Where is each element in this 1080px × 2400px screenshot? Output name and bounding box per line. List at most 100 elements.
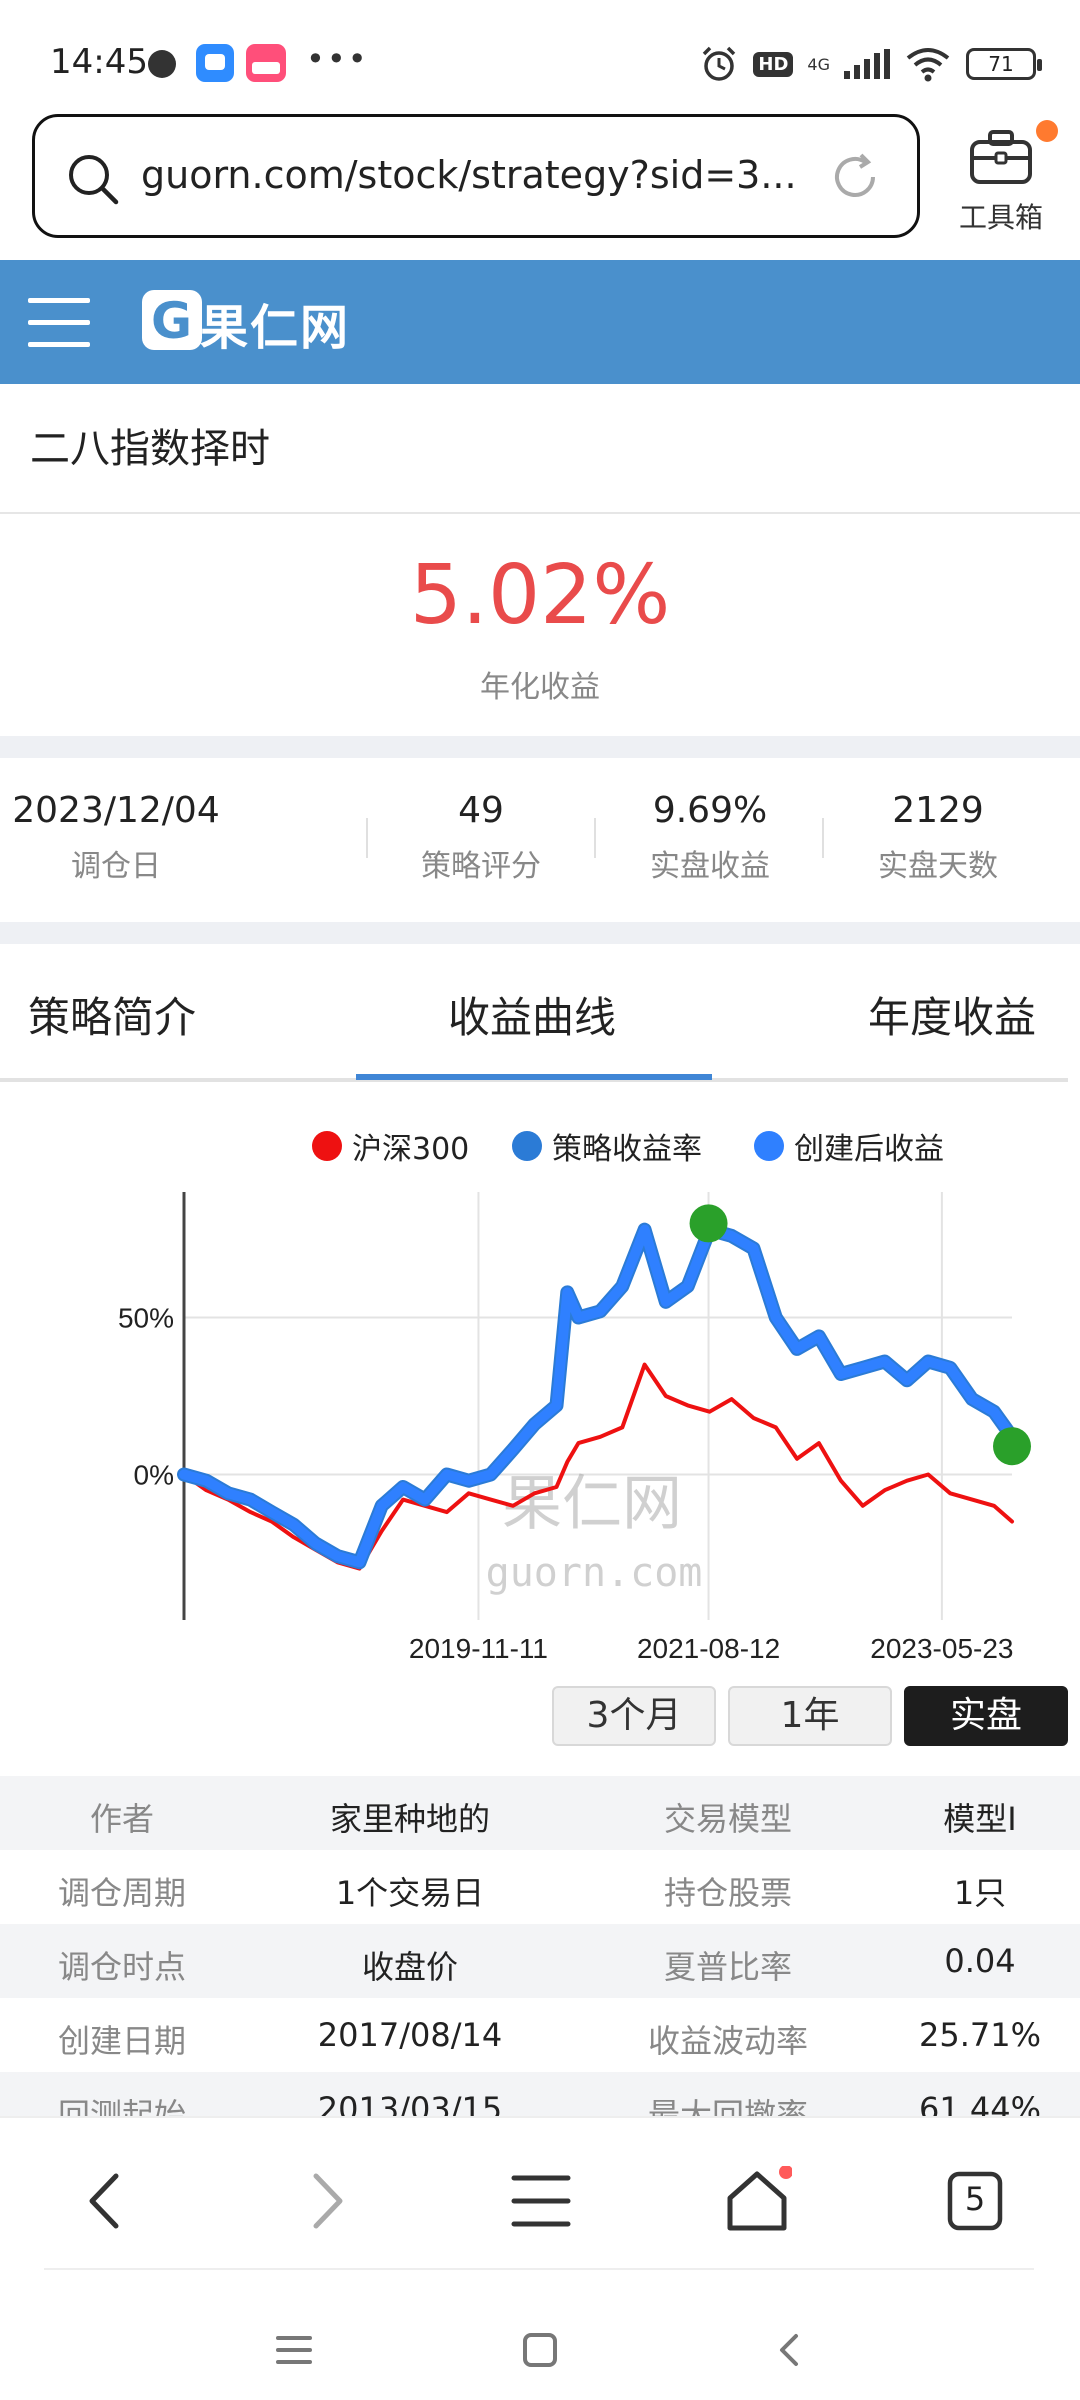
range-3-months-button[interactable]: 3个月	[552, 1686, 716, 1746]
tabs-count: 5	[964, 2180, 986, 2218]
signal-icon	[844, 49, 890, 79]
strategy-stats: 2023/12/04 调仓日 49 策略评分 9.69% 实盘收益 2129 实…	[0, 760, 1080, 890]
site-header: 果仁网	[0, 260, 1080, 384]
table-row: 作者 家里种地的 交易模型 模型I	[0, 1776, 1080, 1850]
stat-value: 2129	[892, 790, 984, 831]
table-row: 调仓周期 1个交易日 持仓股票 1只	[0, 1850, 1080, 1924]
browser-bottom-nav: 5	[0, 2116, 1080, 2276]
stat-separator	[366, 818, 368, 858]
hd-badge: HD	[753, 51, 794, 77]
table-row: 创建日期 2017/08/14 收益波动率 25.71%	[0, 1998, 1080, 2072]
toolbox-button[interactable]: 工具箱	[946, 114, 1058, 244]
x-tick-label: 2021-08-12	[637, 1633, 780, 1660]
table-row: 回测起始 2013/03/15 最大回撤率 61.44%	[0, 2072, 1080, 2116]
legend-item-hs300[interactable]: 沪深300	[312, 1124, 469, 1168]
stat-live-return: 9.69% 实盘收益	[628, 790, 792, 885]
y-tick-label: 50%	[118, 1303, 174, 1334]
strategy-info-table: 作者 家里种地的 交易模型 模型I 调仓周期 1个交易日 持仓股票 1只 调仓时…	[0, 1776, 1080, 2116]
recording-icon	[148, 50, 176, 78]
tabs-icon	[947, 2171, 1003, 2231]
annual-return-value: 5.02%	[409, 548, 671, 643]
y-tick-label: 0%	[134, 1459, 174, 1490]
x-tick-label: 2023-05-23	[870, 1633, 1013, 1660]
table-key: 回测起始	[57, 2096, 186, 2116]
legend-label: 策略收益率	[552, 1132, 702, 1167]
stat-label: 调仓日	[71, 849, 161, 884]
recent-apps-icon[interactable]	[272, 2330, 316, 2370]
stat-label: 策略评分	[421, 849, 541, 884]
range-selector: 3个月 1年 实盘	[552, 1686, 1068, 1746]
legend-swatch	[512, 1131, 542, 1161]
divider	[0, 512, 1080, 514]
back-icon[interactable]	[72, 2166, 142, 2236]
system-back-icon[interactable]	[770, 2330, 810, 2370]
series-line-2	[179, 1224, 1017, 1568]
table-key: 收益波动率	[647, 2022, 808, 2060]
reload-icon[interactable]	[829, 151, 881, 203]
legend-swatch	[312, 1131, 342, 1161]
toolbox-icon	[970, 130, 1032, 184]
x-tick-label: 2019-11-11	[409, 1633, 548, 1660]
table-key: 创建日期	[57, 2022, 186, 2060]
table-key: 持仓股票	[663, 1874, 792, 1912]
legend-swatch	[754, 1131, 784, 1161]
table-key: 调仓周期	[57, 1874, 186, 1912]
search-icon	[69, 155, 119, 205]
menu-list-icon[interactable]	[506, 2166, 576, 2236]
range-1-year-button[interactable]: 1年	[728, 1686, 892, 1746]
table-value: 1只	[953, 1874, 1007, 1912]
chart-marker	[689, 1204, 728, 1243]
watermark-url: guorn.com	[486, 1550, 703, 1596]
tab-annual-return[interactable]: 年度收益	[868, 993, 1037, 1042]
range-live-button[interactable]: 实盘	[904, 1686, 1068, 1746]
logo-icon[interactable]	[142, 290, 202, 350]
strategy-tabs: 策略简介 收益曲线 年度收益	[0, 944, 1080, 1084]
toolbox-badge	[1036, 120, 1058, 142]
table-key: 夏普比率	[663, 1948, 792, 1986]
more-notifications-icon: •••	[306, 40, 369, 78]
forward-icon[interactable]	[290, 2166, 360, 2236]
site-logo-text[interactable]: 果仁网	[200, 300, 351, 356]
legend-label: 创建后收益	[794, 1132, 944, 1167]
table-value: 61.44%	[918, 2090, 1041, 2116]
return-chart[interactable]: 沪深300 策略收益率 创建后收益 50% 0% 2019-11-11 2021-08…	[0, 1100, 1080, 1660]
home-icon[interactable]	[722, 2166, 792, 2236]
stat-value: 9.69%	[652, 790, 768, 831]
stat-score: 49 策略评分	[400, 790, 562, 885]
wifi-icon	[906, 48, 950, 82]
stat-separator	[822, 818, 824, 858]
table-key: 交易模型	[663, 1800, 792, 1838]
bilibili-app-icon	[246, 44, 286, 82]
network-type: 4G	[807, 54, 830, 74]
tabs-baseline	[0, 1078, 1068, 1082]
watermark-text: 果仁网	[502, 1469, 682, 1539]
table-key: 最大回撤率	[647, 2096, 808, 2116]
table-value: 模型I	[943, 1800, 1017, 1838]
home-square-icon[interactable]	[520, 2330, 560, 2370]
tab-return-curve[interactable]: 收益曲线	[448, 993, 617, 1042]
system-nav-bar	[0, 2300, 1080, 2400]
table-value: 0.04	[944, 1942, 1016, 1980]
menu-icon[interactable]	[28, 294, 90, 350]
divider	[44, 2268, 1034, 2270]
stat-separator	[594, 818, 596, 858]
url-text[interactable]: guorn.com/stock/strategy?sid=3...	[141, 153, 797, 197]
table-value: 家里种地的	[329, 1800, 490, 1838]
table-value: 2013/03/15	[317, 2090, 503, 2116]
table-key: 作者	[89, 1800, 154, 1838]
address-bar[interactable]: guorn.com/stock/strategy?sid=3...	[32, 114, 920, 238]
table-key: 调仓时点	[57, 1948, 186, 1986]
stat-value: 2023/12/04	[12, 790, 220, 831]
legend-item-after-creation[interactable]: 创建后收益	[754, 1124, 944, 1168]
stat-rebalance-date: 2023/12/04 调仓日	[0, 790, 232, 885]
tabs-count-button[interactable]: 5	[940, 2166, 1010, 2236]
section-divider	[0, 922, 1080, 944]
status-bar: 14:45 ••• HD 4G 71	[0, 0, 1080, 110]
status-time: 14:45	[50, 42, 148, 82]
active-tab-indicator	[356, 1074, 712, 1080]
battery-icon: 71	[966, 48, 1042, 80]
annual-return-label: 年化收益	[480, 670, 600, 705]
tab-strategy-intro[interactable]: 策略简介	[28, 993, 197, 1042]
legend-label: 沪深300	[352, 1132, 470, 1167]
legend-item-strategy[interactable]: 策略收益率	[512, 1124, 702, 1168]
